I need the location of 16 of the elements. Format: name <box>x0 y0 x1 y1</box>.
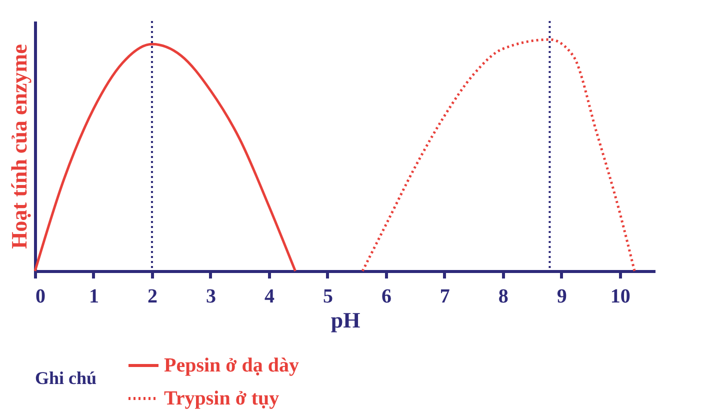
x-tick-label: 0 <box>36 286 46 308</box>
y-axis-title: Hoạt tính của enzyme <box>6 44 32 249</box>
x-tick-label: 2 <box>147 286 158 308</box>
legend-label: Trypsin ở tụy <box>164 388 280 410</box>
x-axis-title: pH <box>330 308 360 332</box>
x-tick-label: 7 <box>440 286 450 308</box>
x-tick-label: 1 <box>88 286 99 308</box>
x-tick-label: 6 <box>381 286 392 308</box>
x-tick-label: 10 <box>610 286 630 308</box>
x-tick-label: 5 <box>322 286 333 308</box>
legend-title: Ghi chú <box>35 368 97 388</box>
x-tick-label: 3 <box>206 286 216 308</box>
x-tick-label: 4 <box>264 286 274 308</box>
legend-label: Pepsin ở dạ dày <box>164 354 299 376</box>
x-tick-label: 9 <box>556 286 567 308</box>
x-tick-label: 8 <box>498 286 508 308</box>
